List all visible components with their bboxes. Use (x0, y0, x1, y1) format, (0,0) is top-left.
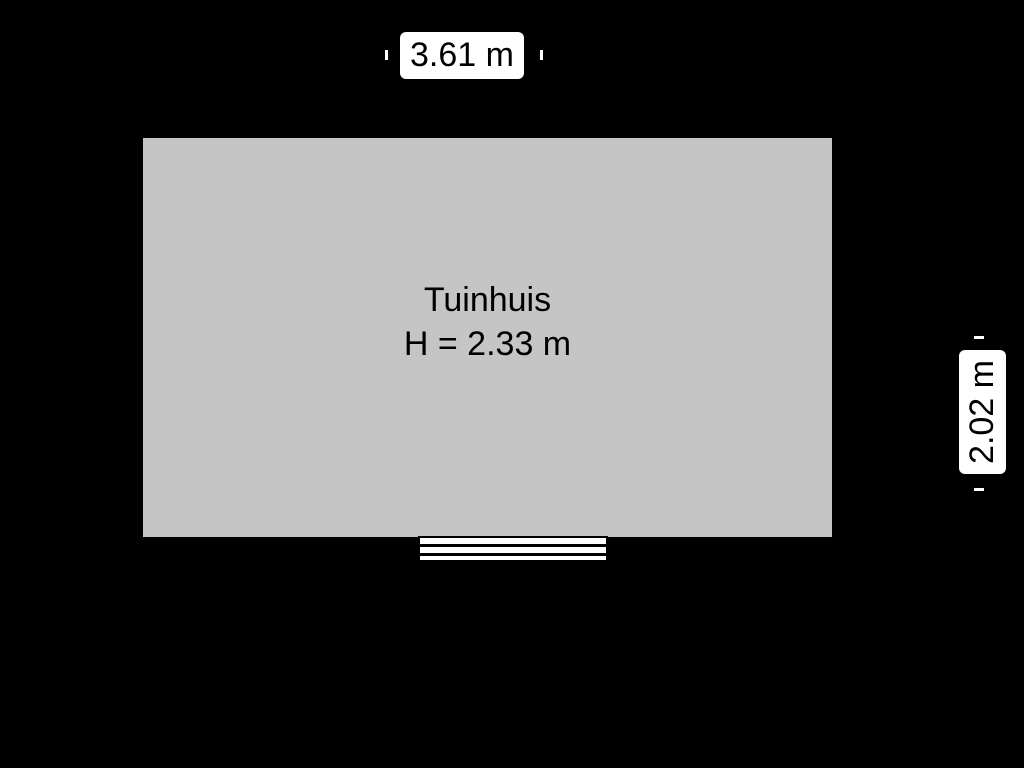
door-hatch-line (129, 295, 131, 480)
door-hatch-line (101, 295, 103, 480)
window-icon (418, 536, 608, 562)
tick-mark (974, 336, 984, 339)
door-hatch-line (108, 295, 110, 480)
tick-mark (540, 50, 543, 60)
dimension-width-label: 3.61 m (400, 32, 524, 79)
tick-mark (974, 488, 984, 491)
door-hatch-line (136, 295, 138, 480)
room-name: Tuinhuis (404, 277, 571, 321)
window-frame (418, 554, 608, 562)
room-label: Tuinhuis H = 2.33 m (404, 277, 571, 365)
dimension-height-label: 2.02 m (959, 350, 1006, 474)
door-icon (94, 295, 140, 480)
room-height: H = 2.33 m (404, 322, 571, 366)
room-tuinhuis: Tuinhuis H = 2.33 m (140, 135, 835, 540)
tick-mark (385, 50, 388, 60)
door-hatch-line (115, 295, 117, 480)
door-hatch-line (122, 295, 124, 480)
door-handle-icon (96, 406, 99, 428)
door-hatch-line (94, 295, 96, 480)
